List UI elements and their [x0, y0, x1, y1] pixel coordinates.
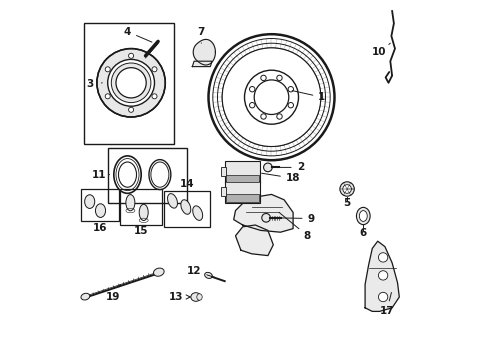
Circle shape [111, 63, 151, 103]
Circle shape [105, 94, 110, 99]
FancyBboxPatch shape [225, 161, 260, 183]
Text: 12: 12 [186, 266, 214, 278]
Ellipse shape [356, 207, 369, 225]
Text: 19: 19 [106, 284, 120, 302]
Polygon shape [365, 241, 399, 311]
Text: 17: 17 [379, 292, 393, 316]
FancyBboxPatch shape [225, 181, 260, 203]
Ellipse shape [190, 293, 201, 301]
Circle shape [339, 182, 354, 196]
Text: 15: 15 [134, 226, 148, 237]
Circle shape [128, 107, 133, 112]
Circle shape [152, 67, 157, 72]
Circle shape [128, 53, 133, 58]
Ellipse shape [95, 204, 105, 217]
FancyBboxPatch shape [226, 194, 258, 202]
Text: 16: 16 [92, 223, 107, 233]
Text: 5: 5 [343, 198, 350, 208]
Text: 18: 18 [261, 173, 300, 183]
Circle shape [97, 49, 165, 117]
Polygon shape [235, 225, 273, 256]
Polygon shape [193, 39, 215, 65]
Circle shape [287, 103, 293, 108]
Text: 4: 4 [123, 27, 152, 42]
Polygon shape [233, 194, 292, 232]
Circle shape [116, 68, 146, 98]
Text: 6: 6 [359, 228, 366, 238]
Text: 9: 9 [276, 213, 314, 224]
Circle shape [287, 86, 293, 92]
Ellipse shape [125, 195, 135, 211]
Text: 10: 10 [371, 43, 389, 57]
Ellipse shape [359, 211, 366, 221]
Text: 1: 1 [292, 91, 325, 102]
Ellipse shape [192, 206, 202, 220]
Ellipse shape [139, 204, 148, 220]
Circle shape [261, 213, 270, 222]
Text: 7: 7 [197, 27, 204, 43]
Circle shape [276, 114, 282, 119]
Text: 8: 8 [279, 212, 310, 241]
Circle shape [378, 253, 387, 262]
Ellipse shape [81, 293, 90, 300]
Ellipse shape [181, 200, 190, 214]
Text: 14: 14 [179, 179, 194, 189]
Ellipse shape [196, 294, 202, 300]
Circle shape [342, 185, 351, 193]
Ellipse shape [167, 194, 177, 208]
FancyBboxPatch shape [226, 175, 258, 182]
Circle shape [260, 75, 265, 81]
Circle shape [222, 48, 320, 147]
Circle shape [249, 86, 254, 92]
Circle shape [254, 80, 288, 114]
Circle shape [378, 271, 387, 280]
Circle shape [105, 67, 110, 72]
Circle shape [276, 75, 282, 81]
Circle shape [263, 163, 272, 172]
Circle shape [152, 94, 157, 99]
Text: 13: 13 [168, 292, 190, 302]
Text: 11: 11 [91, 170, 109, 180]
Circle shape [249, 103, 254, 108]
Polygon shape [192, 61, 212, 67]
Circle shape [378, 292, 387, 302]
Ellipse shape [84, 195, 95, 208]
Ellipse shape [204, 273, 212, 278]
Text: 2: 2 [276, 162, 304, 172]
Ellipse shape [153, 268, 164, 276]
FancyBboxPatch shape [221, 187, 226, 196]
FancyBboxPatch shape [221, 167, 226, 176]
Circle shape [260, 114, 265, 119]
Text: 3: 3 [86, 78, 93, 89]
Circle shape [107, 59, 154, 106]
